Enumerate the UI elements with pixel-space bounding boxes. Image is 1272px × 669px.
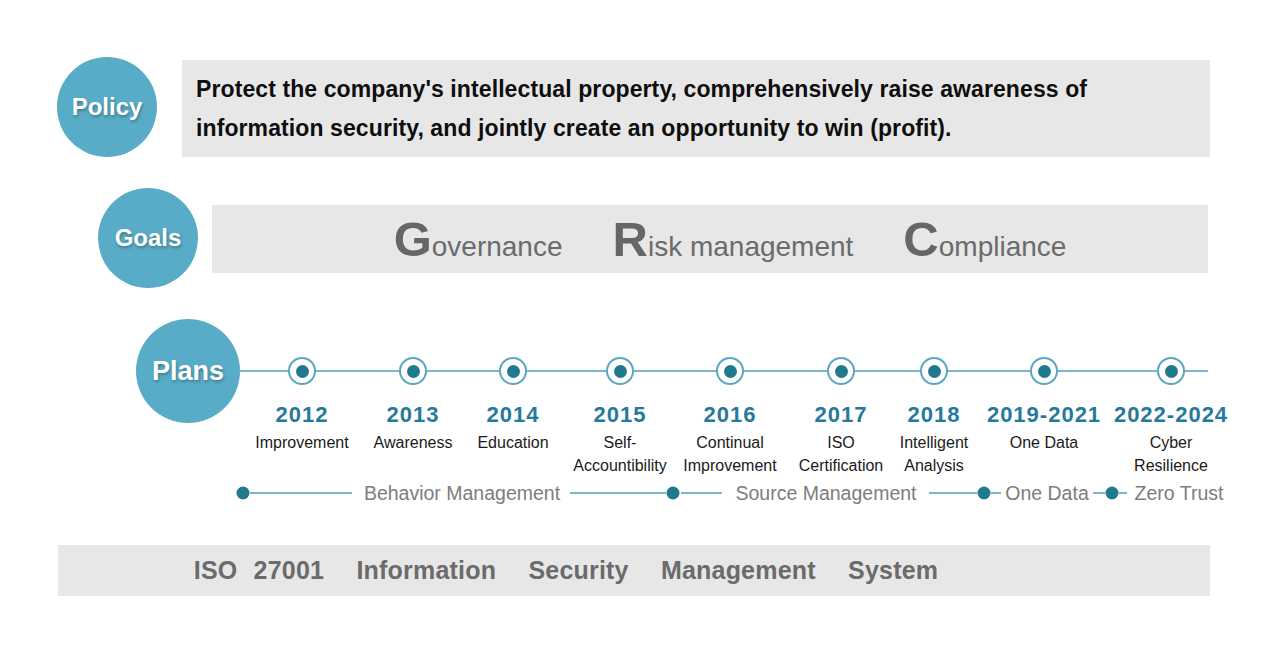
timeline-node-2016 — [716, 357, 744, 385]
phase-dot — [978, 487, 991, 500]
policy-text-line-1: Protect the company's intellectual prope… — [196, 70, 1210, 109]
phase-segment — [929, 492, 977, 494]
goal-item-risk-management: Risk management — [613, 211, 854, 267]
goal-initial-r: R — [613, 212, 648, 266]
timeline-node-2019-2021 — [1030, 357, 1058, 385]
timeline-node-dot — [1165, 365, 1178, 378]
phase-label-source-management: Source Management — [735, 482, 916, 505]
timeline-node-dot — [724, 365, 737, 378]
phase-dot — [667, 487, 680, 500]
plans-circle-label: Plans — [152, 356, 224, 387]
timeline-node-dot — [928, 365, 941, 378]
timeline-node-2018 — [920, 357, 948, 385]
plans-circle: Plans — [136, 319, 240, 423]
timeline-node-dot — [296, 365, 309, 378]
phase-segment — [681, 492, 722, 494]
goal-rest-governance: overnance — [432, 231, 563, 262]
timeline-node-2022-2024 — [1157, 357, 1185, 385]
phase-label-behavior-management: Behavior Management — [364, 482, 560, 505]
phase-dot — [237, 487, 250, 500]
goal-item-compliance: Compliance — [903, 211, 1066, 267]
timeline-node-dot — [407, 365, 420, 378]
goal-rest-compliance: ompliance — [939, 231, 1067, 262]
goal-initial-g: G — [394, 212, 432, 266]
timeline-node-2014 — [499, 357, 527, 385]
timeline-node-dot — [507, 365, 520, 378]
goal-rest-risk-management: isk management — [648, 231, 853, 262]
timeline-node-2015 — [606, 357, 634, 385]
policy-circle-label: Policy — [72, 93, 143, 121]
infographic-canvas: Policy Protect the company's intellectua… — [0, 0, 1272, 669]
policy-text-line-2: information security, and jointly create… — [196, 109, 1210, 148]
goals-circle-label: Goals — [115, 224, 182, 252]
goals-banner: Governance Risk management Compliance — [212, 205, 1208, 273]
phase-label-zero-trust: Zero Trust — [1135, 482, 1224, 505]
timeline-node-2017 — [827, 357, 855, 385]
footer-title: ISO 27001 Information Security Managemen… — [194, 556, 938, 585]
phase-segment — [1119, 492, 1127, 494]
phase-segment — [250, 492, 352, 494]
goals-circle: Goals — [98, 188, 198, 288]
timeline-node-dot — [835, 365, 848, 378]
phase-segment — [991, 492, 1001, 494]
policy-banner: Protect the company's intellectual prope… — [182, 60, 1210, 157]
timeline-node-2013 — [399, 357, 427, 385]
phase-segment — [1093, 492, 1105, 494]
milestone-label: Cyber Resilience — [1091, 431, 1251, 477]
phase-dot — [1106, 487, 1119, 500]
milestone-year: 2022-2024 — [1091, 402, 1251, 428]
goal-initial-c: C — [903, 212, 938, 266]
phase-label-one-data: One Data — [1005, 482, 1088, 505]
goal-item-governance: Governance — [394, 211, 563, 267]
timeline-node-2012 — [288, 357, 316, 385]
phase-segment — [570, 492, 666, 494]
timeline-node-dot — [1038, 365, 1051, 378]
footer-banner: ISO 27001 Information Security Managemen… — [58, 545, 1210, 596]
timeline-node-dot — [614, 365, 627, 378]
policy-circle: Policy — [57, 57, 157, 157]
